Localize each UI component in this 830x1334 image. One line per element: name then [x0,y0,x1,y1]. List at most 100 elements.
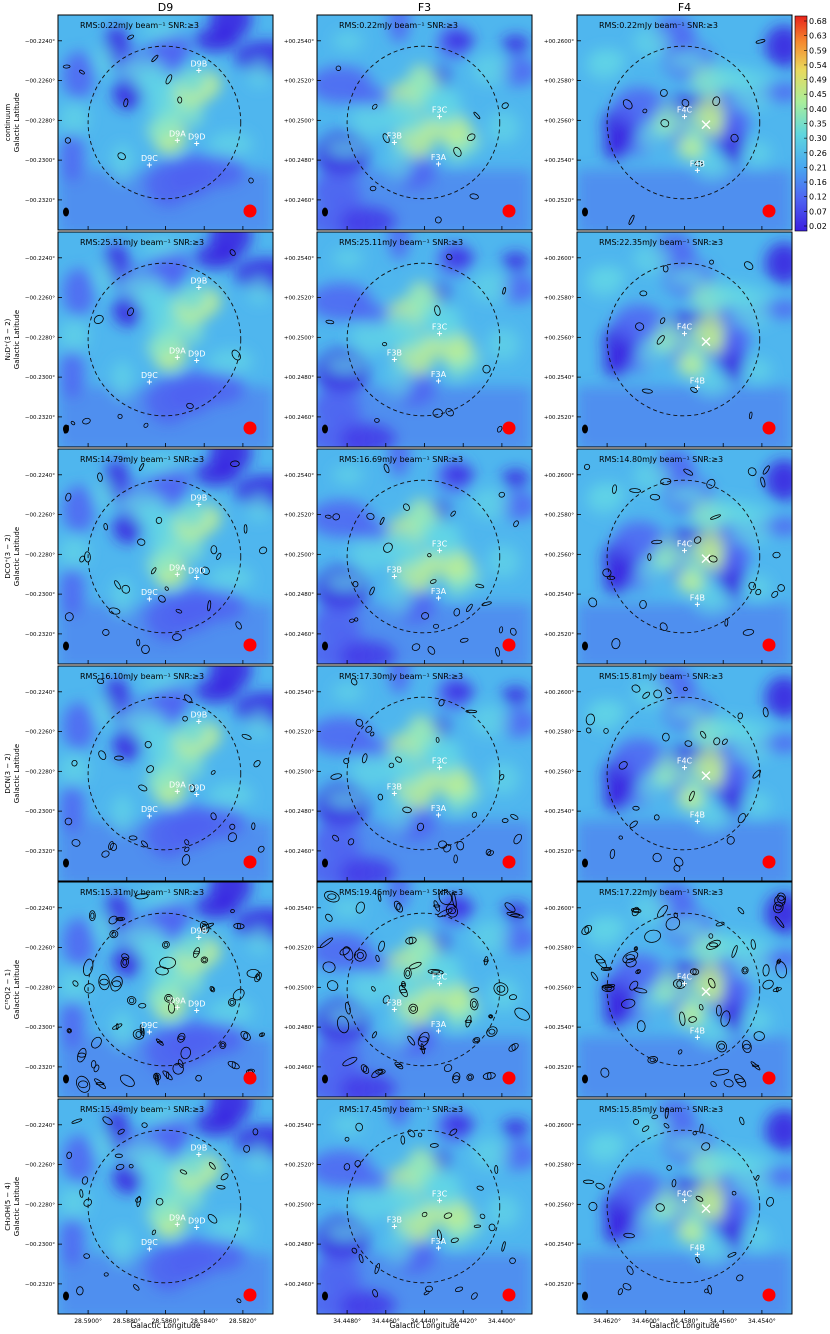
contour [473,1038,479,1043]
contour [706,939,721,950]
contour [252,1128,259,1136]
contour [117,917,124,921]
cross-marker [701,337,711,347]
beam-ellipse [322,1074,328,1084]
contour [133,1284,140,1291]
contour [510,813,519,820]
row-label: DCO⁺(3 − 2) [4,534,12,578]
contour [456,841,465,851]
contour [79,1189,84,1198]
contour [65,492,72,502]
contour [102,1116,113,1126]
source-label: F3B [387,131,402,140]
contour [182,715,188,722]
source-marker [694,167,700,173]
panel-D9-3: D9B D9A D9D D9C RMS:16.10mJy beam⁻¹ SNR:≥3 −0… [25,665,274,882]
y-axis-label: Galactic Latitude [13,1177,21,1236]
contour [164,586,169,591]
contour [352,581,359,588]
red-beam-marker [243,855,257,869]
contour [383,542,393,553]
contour [395,1063,402,1068]
contour [70,420,76,426]
contour [683,686,688,692]
contour [110,976,123,992]
contour [487,1072,492,1080]
contour [378,940,385,952]
beam-ellipse [582,858,588,868]
contour [708,942,718,948]
rms-label: RMS:16.69mJy beam⁻¹ SNR:≥3 [339,455,463,464]
contour [776,892,786,904]
contour [127,307,134,317]
contour [662,732,670,742]
source-marker [682,765,687,771]
rms-label: RMS:19.46mJy beam⁻¹ SNR:≥3 [339,888,463,897]
contour [476,1185,484,1191]
contour [347,838,355,846]
contour [128,835,138,841]
contour [443,1212,453,1219]
red-beam-marker [243,204,257,218]
contour [489,1015,493,1018]
contours [622,39,766,225]
contour [237,922,241,930]
source-marker [694,1251,700,1257]
contour [450,1237,459,1243]
contour [496,425,503,433]
red-beam-marker [502,1288,516,1302]
contour [344,1136,350,1142]
colorbar-tick-label: 0.68 [809,17,827,26]
y-axis-label: Galactic Latitude [13,960,21,1019]
contour [77,1052,87,1058]
contour [665,687,672,695]
contour [375,954,380,963]
contour [744,261,754,270]
red-beam-marker [502,421,516,435]
contour [350,678,358,686]
y-tick-label: +00.2520° [284,79,314,85]
contour [585,713,595,726]
contour [595,959,606,964]
contour [651,1114,659,1120]
y-tick-label: +00.2540° [544,158,574,164]
contour [253,760,261,768]
contours [335,65,509,224]
source-label: D9D [188,1000,205,1009]
contour [659,317,666,324]
contour [724,618,729,627]
x-axis-label: Galactic Longitude [389,1321,459,1330]
x-tick-label: 34.4600° [632,1318,660,1325]
contours [64,678,265,866]
y-tick-label: +00.2560° [544,552,574,558]
contour [117,1128,125,1135]
contour [502,287,507,295]
beam-ellipse [582,424,588,434]
contour [741,966,749,975]
panel-D9-0: D9B D9A D9D D9C RMS:0.22mJy beam⁻¹ SNR:≥3 −00… [25,14,274,231]
contour [141,1122,148,1128]
contour [114,580,121,590]
y-tick-label: +00.2600° [544,39,574,45]
source-marker [437,981,443,987]
contour [470,1292,478,1300]
emission-map [577,666,792,881]
contour [324,514,332,519]
contour [495,647,500,657]
source-label: F3C [432,106,448,115]
y-tick-label: +00.2600° [544,906,574,912]
contour [181,854,191,866]
contour [635,969,642,975]
contour [135,1031,142,1038]
contour [259,546,268,555]
contour [66,1028,72,1034]
contour [411,643,421,651]
contour [513,833,523,845]
field-of-view-circle [87,696,242,851]
contour [229,823,236,830]
contour [471,811,478,818]
contour [453,854,458,864]
contour [464,1019,473,1023]
source-marker [146,379,152,385]
contour [108,841,114,850]
